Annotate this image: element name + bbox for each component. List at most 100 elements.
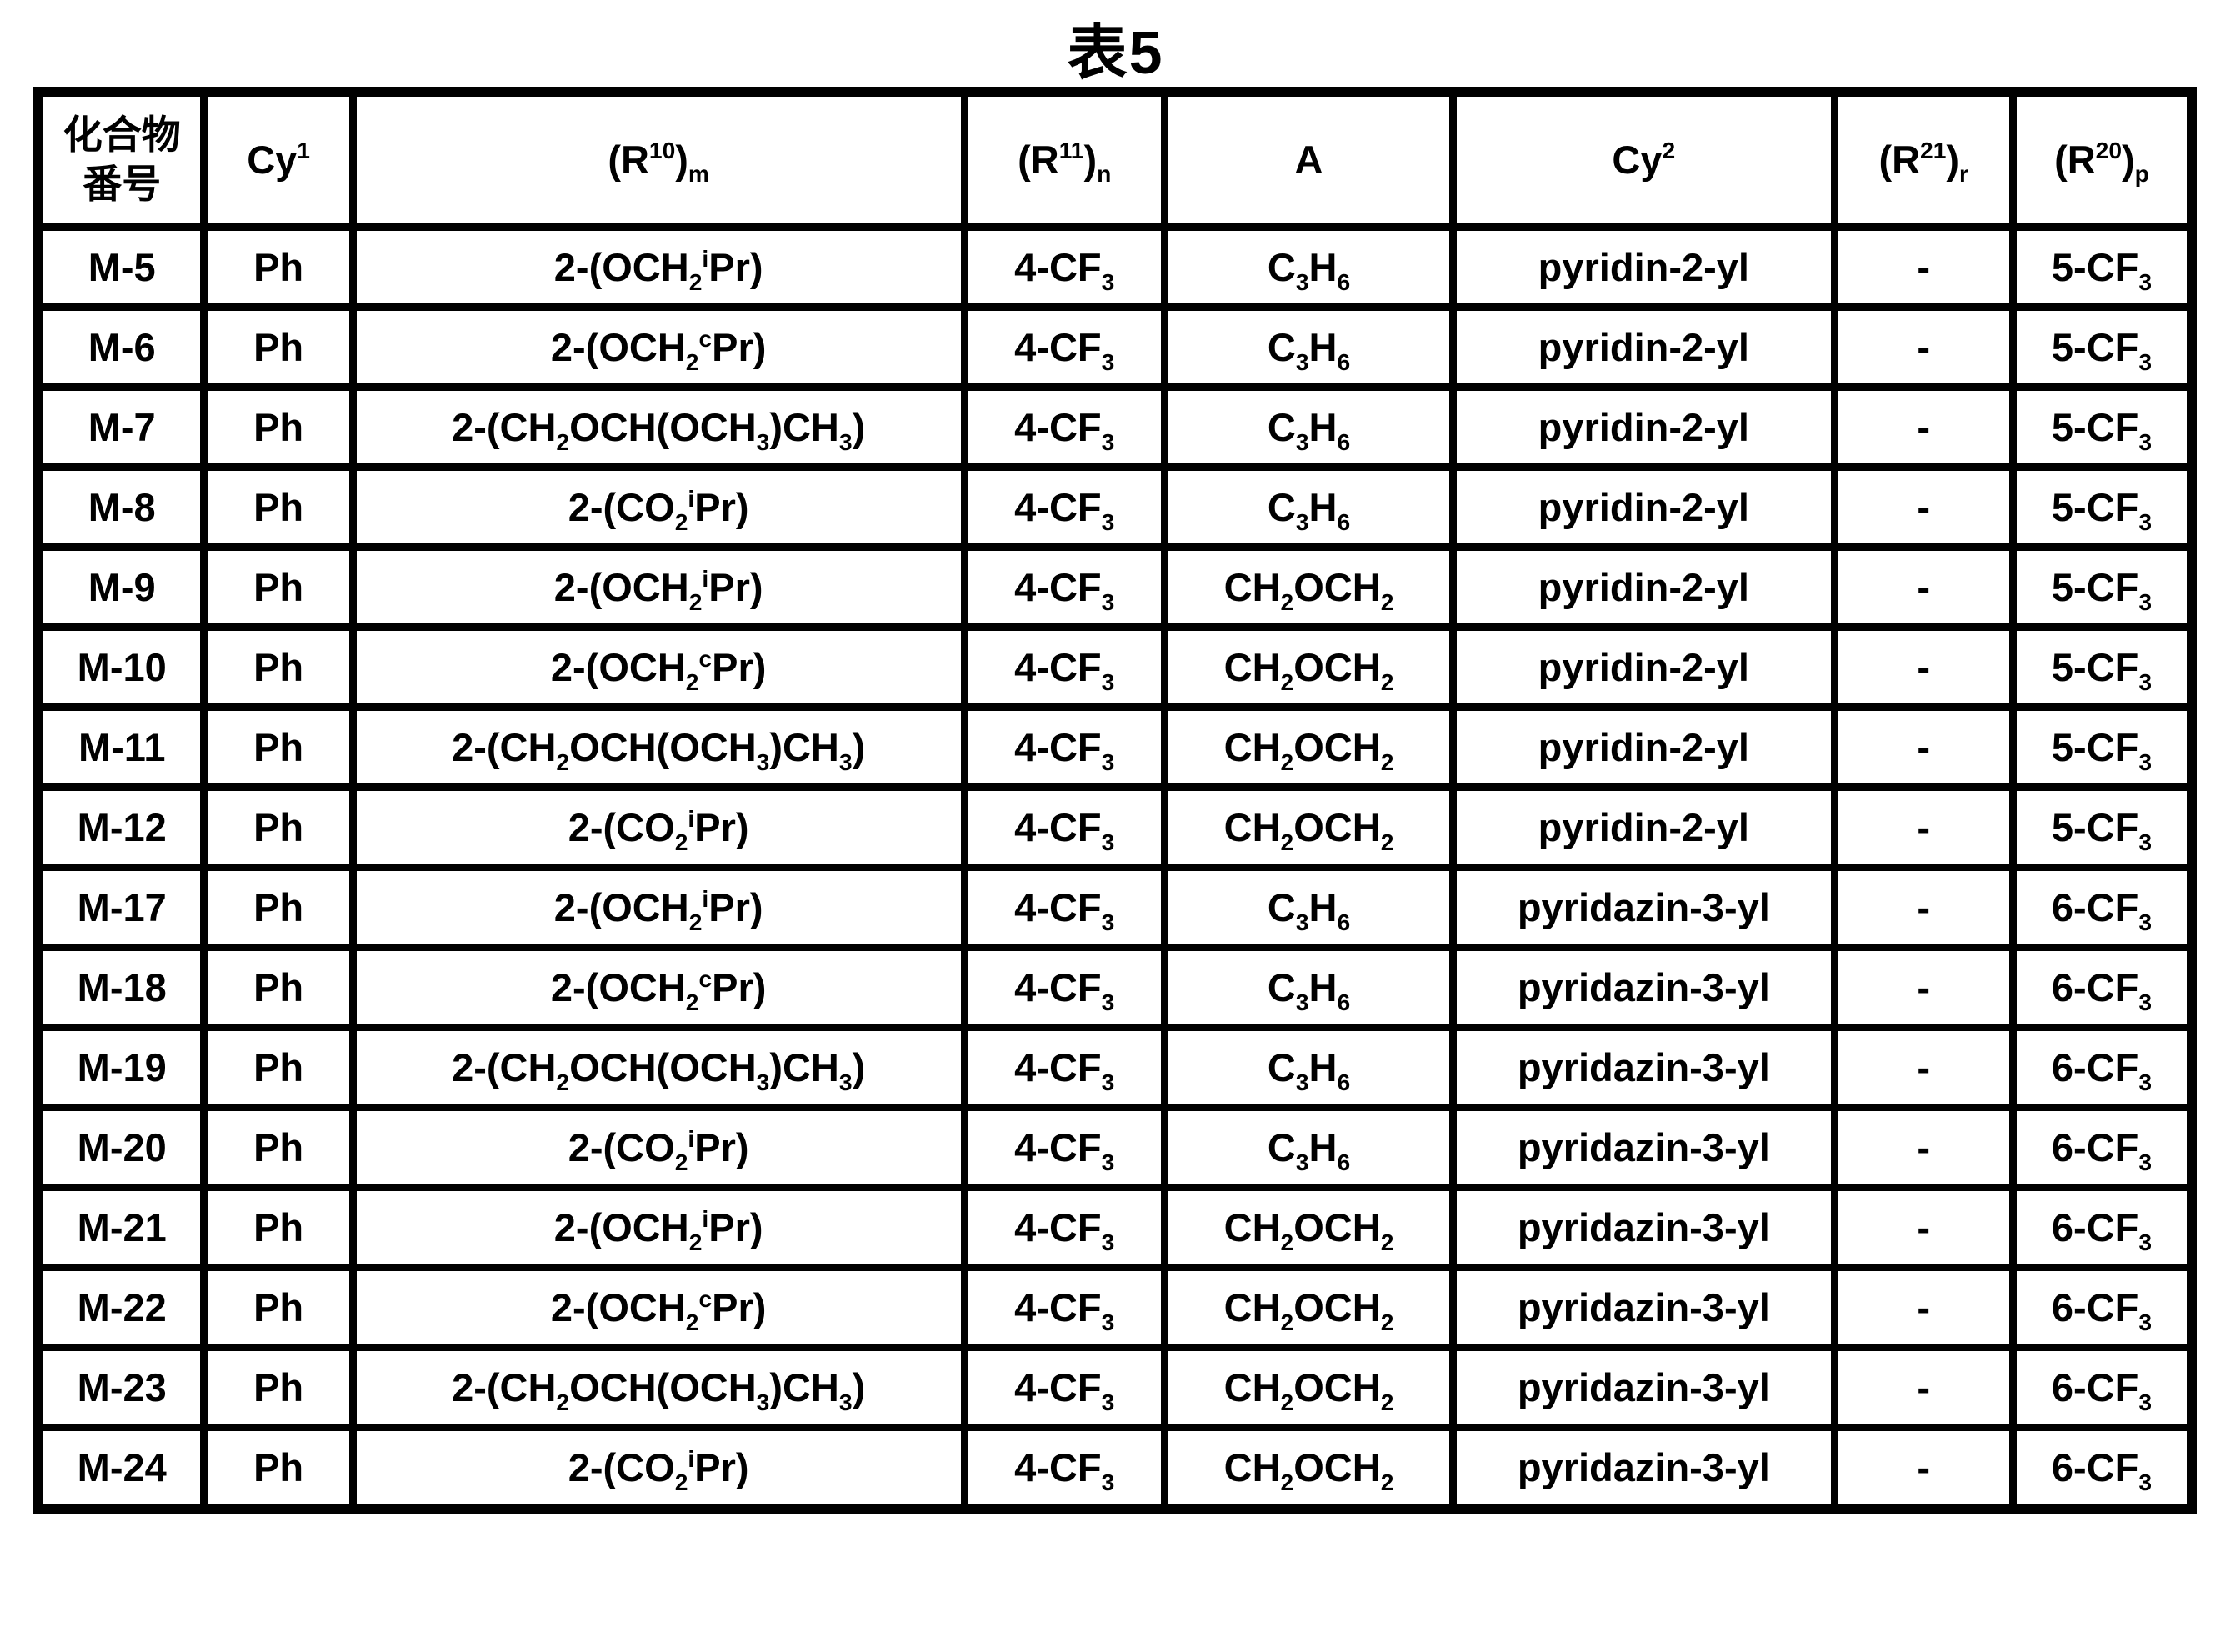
r11n-cell: 4-CF3 bbox=[960, 703, 1168, 791]
compound-number-cell: M-12 bbox=[34, 783, 208, 871]
r21r-cell: - bbox=[1830, 783, 2017, 871]
r21r-cell: - bbox=[1830, 1344, 2017, 1431]
a-cell: C3H6 bbox=[1160, 463, 1458, 551]
r21r-cell: - bbox=[1830, 944, 2017, 1031]
cy2-cell: pyridin-2-yl bbox=[1449, 303, 1838, 391]
cy2-cell: pyridazin-3-yl bbox=[1449, 1264, 1838, 1351]
r10m-cell: 2-(CO2iPr) bbox=[348, 1104, 968, 1191]
r11n-cell: 4-CF3 bbox=[960, 223, 1168, 311]
cy1-cell: Ph bbox=[200, 944, 357, 1031]
table-row-M-21: M-21 Ph 2-(OCH2iPr) 4-CF3 CH2OCH2 pyridazin-3… bbox=[34, 1184, 2196, 1271]
a-cell: CH2OCH2 bbox=[1160, 543, 1458, 631]
r21r-cell: - bbox=[1830, 1184, 2017, 1271]
r11n-cell: 4-CF3 bbox=[960, 944, 1168, 1031]
r21r-cell: - bbox=[1830, 1024, 2017, 1111]
r20p-cell: 5-CF3 bbox=[2008, 303, 2196, 391]
column-header-r10m: (R10)m bbox=[348, 88, 968, 231]
r10m-cell: 2-(CO2iPr) bbox=[348, 783, 968, 871]
r20p-cell: 6-CF3 bbox=[2008, 1424, 2196, 1513]
compound-number-cell: M-11 bbox=[34, 703, 208, 791]
compound-number-cell: M-7 bbox=[34, 383, 208, 471]
cy2-cell: pyridazin-3-yl bbox=[1449, 1184, 1838, 1271]
table-row-M-19: M-19 Ph 2-(CH2OCH(OCH3)CH3) 4-CF3 C3H6 pyrida… bbox=[34, 1024, 2196, 1111]
cy2-cell: pyridin-2-yl bbox=[1449, 543, 1838, 631]
a-cell: CH2OCH2 bbox=[1160, 783, 1458, 871]
a-cell: CH2OCH2 bbox=[1160, 1424, 1458, 1513]
r21r-cell: - bbox=[1830, 383, 2017, 471]
r10m-cell: 2-(OCH2cPr) bbox=[348, 1264, 968, 1351]
table-row-M-23: M-23 Ph 2-(CH2OCH(OCH3)CH3) 4-CF3 CH2OCH2 pyr… bbox=[34, 1344, 2196, 1431]
r20p-cell: 6-CF3 bbox=[2008, 1344, 2196, 1431]
r11n-cell: 4-CF3 bbox=[960, 1264, 1168, 1351]
r20p-cell: 5-CF3 bbox=[2008, 463, 2196, 551]
a-cell: CH2OCH2 bbox=[1160, 1264, 1458, 1351]
cy1-cell: Ph bbox=[200, 543, 357, 631]
r10m-cell: 2-(CH2OCH(OCH3)CH3) bbox=[348, 703, 968, 791]
compound-number-cell: M-24 bbox=[34, 1424, 208, 1513]
r20p-cell: 6-CF3 bbox=[2008, 1024, 2196, 1111]
r20p-cell: 6-CF3 bbox=[2008, 1104, 2196, 1191]
cy1-cell: Ph bbox=[200, 783, 357, 871]
r10m-cell: 2-(OCH2iPr) bbox=[348, 1184, 968, 1271]
r11n-cell: 4-CF3 bbox=[960, 1424, 1168, 1513]
r20p-cell: 5-CF3 bbox=[2008, 703, 2196, 791]
r10m-cell: 2-(OCH2cPr) bbox=[348, 303, 968, 391]
r10m-cell: 2-(OCH2cPr) bbox=[348, 623, 968, 711]
r20p-cell: 6-CF3 bbox=[2008, 864, 2196, 951]
cy2-cell: pyridazin-3-yl bbox=[1449, 1024, 1838, 1111]
column-header-cy1: Cy1 bbox=[200, 88, 357, 231]
cy1-cell: Ph bbox=[200, 1104, 357, 1191]
cy1-cell: Ph bbox=[200, 703, 357, 791]
cy1-cell: Ph bbox=[200, 1424, 357, 1513]
r20p-cell: 6-CF3 bbox=[2008, 1264, 2196, 1351]
cy2-cell: pyridin-2-yl bbox=[1449, 623, 1838, 711]
r21r-cell: - bbox=[1830, 543, 2017, 631]
r21r-cell: - bbox=[1830, 1424, 2017, 1513]
compound-number-cell: M-6 bbox=[34, 303, 208, 391]
table-row-M-10: M-10 Ph 2-(OCH2cPr) 4-CF3 CH2OCH2 pyridin-2-y… bbox=[34, 623, 2196, 711]
cy2-cell: pyridazin-3-yl bbox=[1449, 1104, 1838, 1191]
table-title: 表5 bbox=[1067, 20, 1164, 87]
table-row-M-11: M-11 Ph 2-(CH2OCH(OCH3)CH3) 4-CF3 CH2OCH2 pyr… bbox=[34, 703, 2196, 791]
cy1-cell: Ph bbox=[200, 383, 357, 471]
r11n-cell: 4-CF3 bbox=[960, 543, 1168, 631]
compound-number-cell: M-20 bbox=[34, 1104, 208, 1191]
table-row-M-6: M-6 Ph 2-(OCH2cPr) 4-CF3 C3H6 pyridin-2-yl -5-… bbox=[34, 303, 2196, 391]
compound-number-cell: M-8 bbox=[34, 463, 208, 551]
r21r-cell: - bbox=[1830, 623, 2017, 711]
a-cell: C3H6 bbox=[1160, 1024, 1458, 1111]
compound-number-cell: M-19 bbox=[34, 1024, 208, 1111]
r20p-cell: 5-CF3 bbox=[2008, 223, 2196, 311]
r10m-cell: 2-(CO2iPr) bbox=[348, 1424, 968, 1513]
r11n-cell: 4-CF3 bbox=[960, 383, 1168, 471]
compound-number-cell: M-10 bbox=[34, 623, 208, 711]
a-cell: C3H6 bbox=[1160, 1104, 1458, 1191]
r10m-cell: 2-(OCH2cPr) bbox=[348, 944, 968, 1031]
cy1-cell: Ph bbox=[200, 463, 357, 551]
table-row-M-17: M-17 Ph 2-(OCH2iPr) 4-CF3 C3H6 pyridazin-3-yl… bbox=[34, 864, 2196, 951]
cy1-cell: Ph bbox=[200, 1344, 357, 1431]
table-row-M-20: M-20 Ph 2-(CO2iPr) 4-CF3 C3H6 pyridazin-3-yl -… bbox=[34, 1104, 2196, 1191]
table-row-M-9: M-9 Ph 2-(OCH2iPr) 4-CF3 CH2OCH2 pyridin-2-yl… bbox=[34, 543, 2196, 631]
r20p-cell: 5-CF3 bbox=[2008, 383, 2196, 471]
compound-number-cell: M-21 bbox=[34, 1184, 208, 1271]
compound-table: 化合物 番号 Cy1 (R10)m (R11)n A Cy2 (R21)r (R20)p M-5… bbox=[33, 87, 2197, 1514]
r21r-cell: - bbox=[1830, 463, 2017, 551]
r21r-cell: - bbox=[1830, 223, 2017, 311]
table-row-M-18: M-18 Ph 2-(OCH2cPr) 4-CF3 C3H6 pyridazin-3-yl… bbox=[34, 944, 2196, 1031]
compound-number-cell: M-9 bbox=[34, 543, 208, 631]
column-header-compound-number: 化合物 番号 bbox=[34, 88, 208, 231]
r10m-cell: 2-(CH2OCH(OCH3)CH3) bbox=[348, 1344, 968, 1431]
r10m-cell: 2-(OCH2iPr) bbox=[348, 223, 968, 311]
a-cell: C3H6 bbox=[1160, 944, 1458, 1031]
compound-number-cell: M-23 bbox=[34, 1344, 208, 1431]
r10m-cell: 2-(OCH2iPr) bbox=[348, 543, 968, 631]
column-header-r11n: (R11)n bbox=[960, 88, 1168, 231]
cy2-cell: pyridazin-3-yl bbox=[1449, 944, 1838, 1031]
cy1-cell: Ph bbox=[200, 303, 357, 391]
table-row-M-22: M-22 Ph 2-(OCH2cPr) 4-CF3 CH2OCH2 pyridazin-3… bbox=[34, 1264, 2196, 1351]
a-cell: CH2OCH2 bbox=[1160, 1184, 1458, 1271]
column-header-r20p: (R20)p bbox=[2008, 88, 2196, 231]
cy1-cell: Ph bbox=[200, 1264, 357, 1351]
cy2-cell: pyridazin-3-yl bbox=[1449, 1344, 1838, 1431]
